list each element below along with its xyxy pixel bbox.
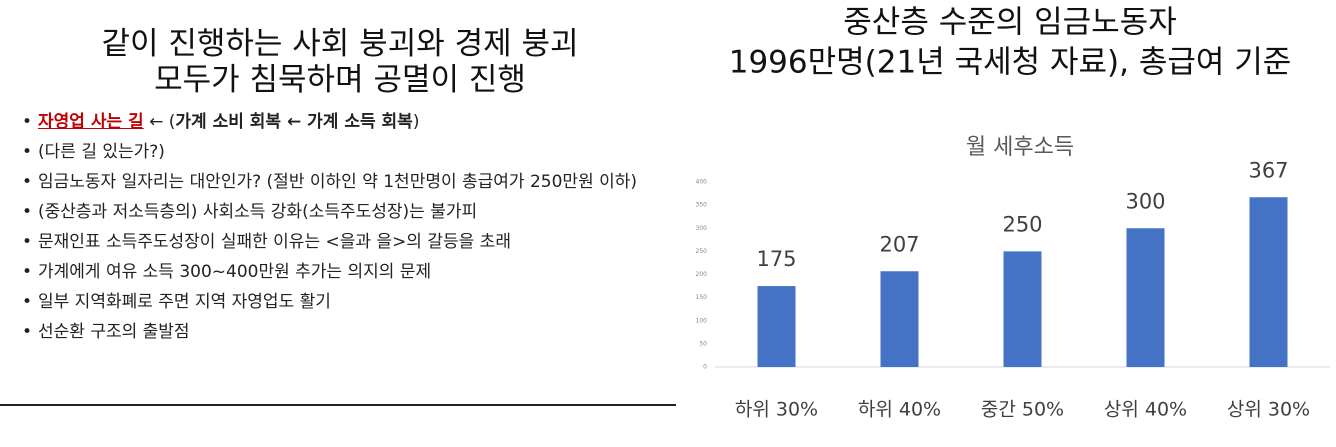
- bullet-text: ): [412, 112, 420, 132]
- bullet-text: 자영업 사는 길: [38, 112, 144, 132]
- y-tick-label: 100: [696, 317, 708, 324]
- bar: [1126, 228, 1165, 367]
- x-tick-label: 하위 40%: [858, 399, 941, 421]
- bar: [1003, 251, 1042, 367]
- bullet: (중산층과 저소득층의) 사회소득 강화(소득주도성장)는 불가피: [22, 202, 672, 223]
- y-tick-label: 250: [696, 248, 708, 255]
- bullet-text: ← (: [143, 112, 176, 132]
- y-tick-label: 0: [703, 364, 707, 371]
- value-label: 175: [756, 247, 796, 271]
- bullet-text: 가계 소비 회복 ← 가계 소득 회복: [175, 112, 413, 132]
- y-tick-label: 50: [699, 340, 707, 347]
- value-label: 250: [1002, 212, 1042, 236]
- bullet: 일부 지역화폐로 주면 지역 자영업도 활기: [22, 292, 672, 313]
- y-tick-label: 350: [696, 202, 708, 209]
- bar: [880, 271, 919, 367]
- x-tick-label: 하위 30%: [735, 399, 818, 421]
- x-tick-label: 상위 30%: [1227, 399, 1310, 421]
- bullet: 문재인표 소득주도성장이 실패한 이유는 <을과 을>의 갈등을 초래: [22, 232, 672, 253]
- bullet: 자영업 사는 길 ← (가계 소비 회복 ← 가계 소득 회복): [22, 112, 672, 133]
- bullet: (다른 길 있는가?): [22, 142, 672, 163]
- bullet: 가계에게 여유 소득 300~400만원 추가는 의지의 문제: [22, 262, 672, 283]
- bar: [1249, 197, 1288, 367]
- value-label: 207: [879, 232, 919, 256]
- slide-title: 같이 진행하는 사회 붕괴와 경제 붕괴: [101, 26, 579, 62]
- divider: [0, 404, 676, 406]
- slide-title: 모두가 침묵하며 공멸이 진행: [154, 62, 526, 98]
- x-tick-label: 상위 40%: [1104, 399, 1187, 421]
- chart-title: 1996만명(21년 국세청 자료), 총급여 기준: [729, 45, 1292, 81]
- y-tick-label: 400: [696, 179, 708, 186]
- bullet-list: 자영업 사는 길 ← (가계 소비 회복 ← 가계 소득 회복) (다른 길 있는…: [22, 112, 672, 352]
- chart: 중산층 수준의 임금노동자 1996만명(21년 국세청 자료), 총급여 기준…: [696, 5, 1330, 421]
- value-label: 300: [1125, 189, 1165, 213]
- chart-title: 중산층 수준의 임금노동자: [843, 5, 1176, 41]
- bullet: 선순환 구조의 출발점: [22, 322, 672, 343]
- bullet: 임금노동자 일자리는 대안인가? (절반 이하인 약 1천만명이 총급여가 25…: [22, 172, 672, 193]
- value-label: 367: [1248, 158, 1288, 182]
- y-tick-label: 300: [696, 225, 708, 232]
- chart-subtitle: 월 세후소득: [966, 135, 1074, 160]
- bar: [757, 286, 796, 367]
- y-tick-label: 150: [696, 294, 708, 301]
- slide-text: 같이 진행하는 사회 붕괴와 경제 붕괴 모두가 침묵하며 공멸이 진행 자영업…: [0, 0, 680, 447]
- x-tick-label: 중간 50%: [981, 399, 1064, 421]
- y-tick-label: 200: [696, 271, 708, 278]
